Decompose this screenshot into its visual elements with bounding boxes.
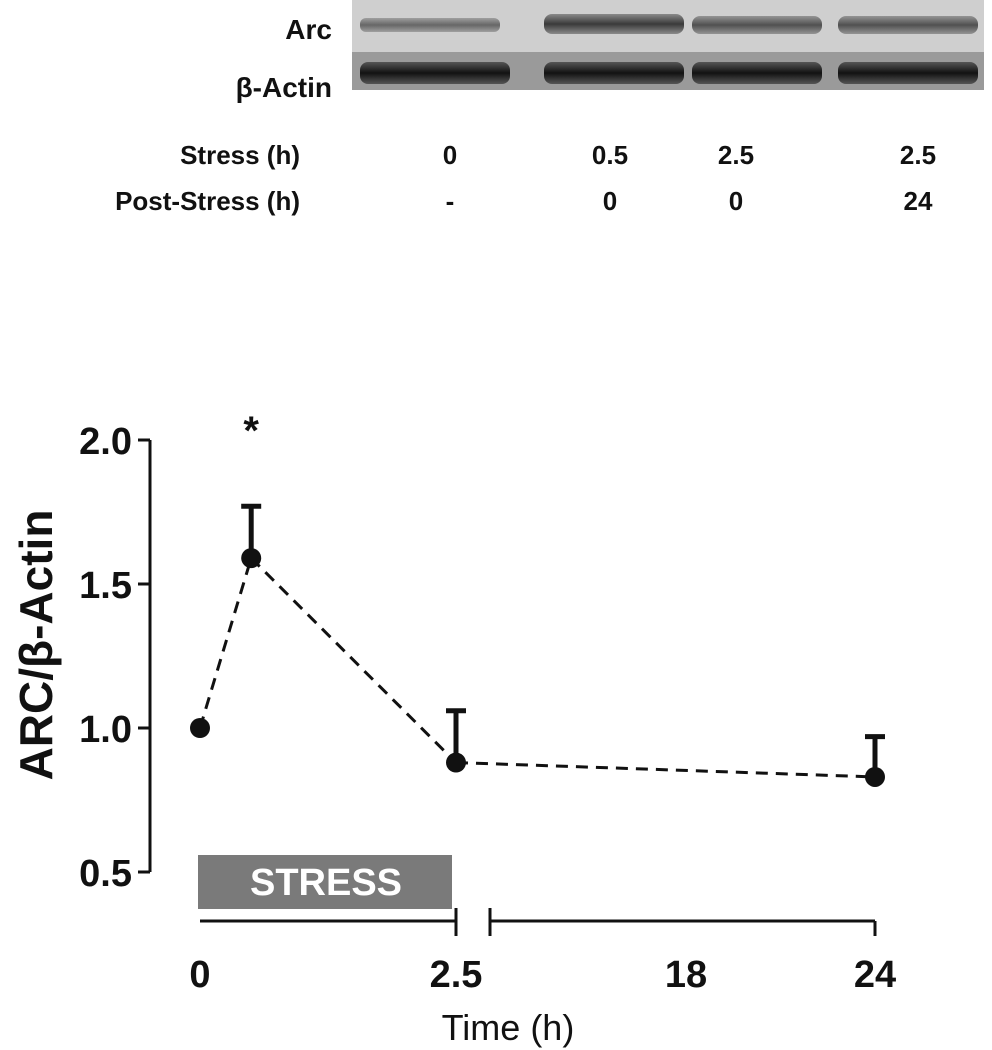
stress-value: 2.5 (899, 140, 937, 170)
data-point (865, 766, 885, 787)
stress-bar-label: STRESS (250, 862, 402, 904)
stress-value: 2.5 (717, 140, 755, 170)
actin-band (544, 62, 684, 84)
band-label-actin: β-Actin (235, 72, 332, 103)
series-line (190, 503, 885, 787)
post-stress-value: - (445, 186, 455, 216)
series-segment (250, 557, 458, 764)
arc-band (360, 18, 500, 32)
band-label-arc: Arc (285, 14, 332, 45)
x-axis-label: Time (h) (442, 1007, 575, 1048)
blot-image (352, 0, 984, 90)
arc-band (838, 16, 978, 34)
post-stress-row-label: Post-Stress (h) (115, 186, 300, 216)
significance-asterisk: * (243, 409, 259, 453)
series-segment (455, 761, 876, 779)
y-axis-label: ARC/β-Actin (10, 510, 62, 781)
stress-value: 0 (442, 140, 458, 170)
post-stress-value: 24 (903, 186, 933, 216)
y-tick-label: 1.5 (79, 565, 132, 607)
x-tick-labels: 0 2.5 18 24 (189, 954, 896, 996)
stress-value: 0.5 (591, 140, 629, 170)
arc-band (544, 14, 684, 34)
stress-row-label: Stress (h) (180, 140, 300, 170)
data-point (190, 718, 210, 738)
series-segment (198, 557, 253, 729)
arc-band (692, 16, 822, 34)
actin-band (838, 62, 978, 84)
post-stress-value: 0 (728, 186, 744, 216)
x-tick-label: 0 (189, 954, 210, 996)
y-tick-labels: 0.5 1.0 1.5 2.0 (79, 421, 132, 895)
y-tick-label: 1.0 (79, 709, 132, 751)
x-tick-label: 18 (665, 954, 707, 996)
data-point (446, 752, 466, 773)
x-tick-label: 2.5 (430, 954, 483, 996)
actin-band (360, 62, 510, 84)
stress-bar-rect (198, 855, 452, 909)
stress-bar: STRESS (198, 855, 452, 909)
y-axis (138, 438, 152, 874)
annotations: * (243, 409, 259, 453)
x-tick-label: 24 (854, 954, 896, 996)
y-tick-label: 2.0 (79, 421, 132, 463)
post-stress-value: 0 (602, 186, 618, 216)
data-point (241, 548, 262, 569)
arc-time-course-chart: 0.5 1.0 1.5 2.0 ARC/β-Actin STRESS 0 2.5 18 24… (10, 409, 896, 1048)
y-tick-label: 0.5 (79, 853, 132, 895)
actin-band (692, 62, 822, 84)
x-axis (200, 908, 877, 936)
